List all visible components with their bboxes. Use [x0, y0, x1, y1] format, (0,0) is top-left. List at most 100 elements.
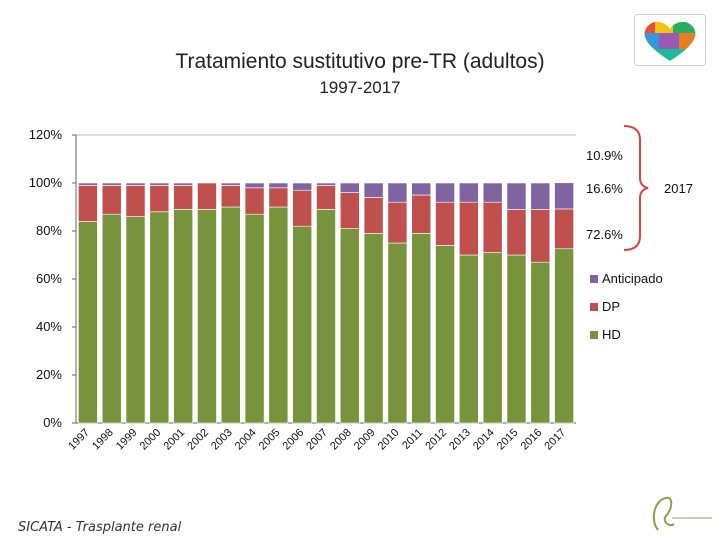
bar-hd-2008: [339, 228, 360, 424]
bar-hd-2003: [220, 206, 241, 424]
bar-hd-1999: [125, 216, 146, 424]
bar-hd-2006: [292, 225, 313, 424]
bar-anticipado-2013: [459, 182, 479, 203]
bar-dp-2017: [554, 208, 574, 250]
bar-hd-2011: [411, 233, 432, 424]
bar-dp-2001: [173, 185, 193, 210]
bar-anticipado-2010: [387, 182, 408, 203]
y-tick-label: 20%: [36, 367, 62, 382]
bar-anticipado-2006: [292, 182, 313, 191]
x-tick-label: 2009: [352, 427, 378, 453]
bar-anticipado-1997: [78, 182, 98, 186]
bar-anticipado-2014: [482, 182, 503, 203]
y-tick-label: 100%: [29, 175, 63, 190]
y-tick-label: 120%: [29, 127, 63, 142]
bar-anticipado-2001: [173, 182, 193, 186]
bar-hd-2014: [482, 252, 503, 424]
bar-dp-2009: [363, 197, 384, 234]
footer-source: SICATA - Trasplante renal: [18, 520, 182, 535]
legend-swatch-hd: [590, 331, 598, 339]
bar-dp-2004: [244, 187, 265, 215]
annotation-dp: 16.6%: [586, 181, 623, 196]
bar-hd-2016: [530, 261, 551, 424]
x-tick-label: 2013: [447, 427, 473, 453]
bar-hd-2013: [459, 254, 479, 424]
x-tick-label: 2014: [471, 427, 497, 453]
y-tick-label: 40%: [36, 319, 62, 334]
bar-hd-2004: [244, 213, 265, 424]
bar-anticipado-2011: [411, 182, 432, 196]
bar-dp-2006: [292, 189, 313, 227]
bar-dp-2016: [530, 209, 551, 263]
bar-hd-1998: [101, 213, 122, 424]
x-tick-label: 2005: [257, 427, 283, 453]
nefrologia-logo: [648, 490, 716, 538]
y-tick-label: 80%: [36, 223, 62, 238]
bar-hd-1997: [78, 221, 98, 424]
x-tick-label: 2000: [138, 427, 164, 453]
bar-dp-1998: [101, 185, 122, 215]
x-tick-label: 2006: [281, 427, 307, 453]
bar-hd-2007: [316, 209, 336, 424]
bar-hd-2000: [149, 211, 170, 424]
annotation-hd: 72.6%: [586, 227, 623, 242]
bar-anticipado-2009: [363, 182, 384, 198]
bar-hd-2017: [554, 248, 574, 424]
chart-title: Tratamiento sustitutivo pre-TR (adultos): [175, 50, 545, 73]
bar-anticipado-1998: [101, 182, 122, 186]
legend-label-hd: HD: [602, 327, 621, 342]
x-tick-label: 1997: [66, 427, 92, 453]
bar-dp-2014: [482, 201, 503, 253]
bar-dp-2000: [149, 185, 170, 213]
bar-anticipado-2003: [220, 182, 241, 186]
x-tick-label: 2017: [542, 427, 568, 453]
x-tick-label: 2011: [400, 427, 425, 452]
bar-anticipado-2004: [244, 182, 265, 189]
bar-dp-2007: [316, 185, 336, 210]
annotation-bracket: [623, 125, 649, 251]
bar-hd-2002: [197, 209, 217, 424]
y-tick-label: 0%: [43, 415, 62, 430]
bar-anticipado-1999: [125, 182, 146, 186]
heart-logo: [634, 14, 706, 66]
legend-label-dp: DP: [602, 299, 620, 314]
legend-label-anticipado: Anticipado: [602, 271, 663, 286]
bar-anticipado-2012: [435, 182, 455, 203]
bar-dp-1999: [125, 185, 146, 217]
x-tick-label: 2015: [495, 427, 521, 453]
x-tick-label: 2002: [185, 427, 211, 453]
legend-swatch-anticipado: [590, 275, 598, 283]
x-tick-label: 2001: [161, 427, 187, 453]
bar-hd-2001: [173, 209, 193, 424]
bar-anticipado-2000: [149, 182, 170, 186]
x-tick-label: 2010: [376, 427, 402, 453]
bar-anticipado-2017: [554, 182, 574, 210]
bar-anticipado-2008: [339, 182, 360, 193]
bar-dp-2002: [197, 182, 217, 210]
bar-dp-2005: [268, 187, 289, 208]
x-tick-label: 2003: [209, 427, 235, 453]
bar-anticipado-2015: [506, 182, 527, 210]
y-tick-label: 60%: [36, 271, 62, 286]
bar-dp-2010: [387, 201, 408, 244]
bar-dp-2013: [459, 201, 479, 256]
bar-dp-2012: [435, 201, 455, 246]
legend-swatch-dp: [590, 303, 598, 311]
bar-dp-2015: [506, 209, 527, 256]
bar-hd-2009: [363, 233, 384, 424]
bar-dp-2011: [411, 194, 432, 234]
annotation-anticipado: 10.9%: [586, 148, 623, 163]
x-tick-label: 2007: [304, 427, 330, 453]
bar-hd-2012: [435, 245, 455, 424]
bar-anticipado-2007: [316, 182, 336, 186]
bar-dp-2008: [339, 192, 360, 229]
x-tick-label: 1999: [114, 427, 140, 453]
x-tick-label: 2008: [328, 427, 354, 453]
x-tick-label: 2004: [233, 427, 259, 453]
bar-anticipado-2016: [530, 182, 551, 210]
chart-subtitle: 1997-2017: [319, 78, 401, 97]
bar-hd-2010: [387, 242, 408, 424]
annotation-year: 2017: [664, 181, 693, 196]
bar-dp-1997: [78, 185, 98, 222]
